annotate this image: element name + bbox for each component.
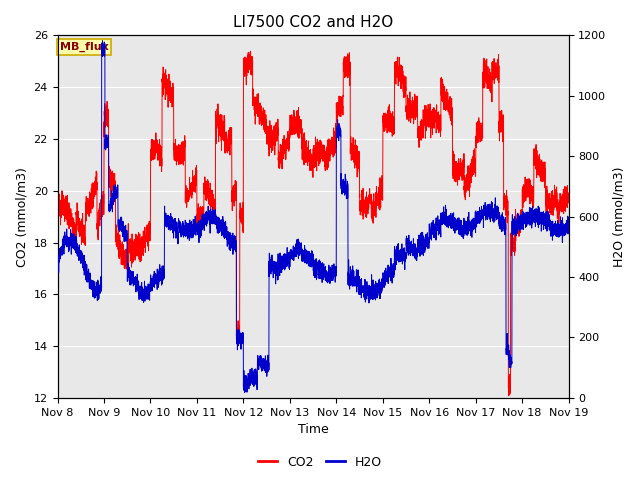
Title: LI7500 CO2 and H2O: LI7500 CO2 and H2O [233,15,393,30]
X-axis label: Time: Time [298,423,328,436]
Text: MB_flux: MB_flux [60,42,109,52]
Y-axis label: H2O (mmol/m3): H2O (mmol/m3) [612,167,625,267]
Y-axis label: CO2 (mmol/m3): CO2 (mmol/m3) [15,167,28,266]
Legend: CO2, H2O: CO2, H2O [253,451,387,474]
